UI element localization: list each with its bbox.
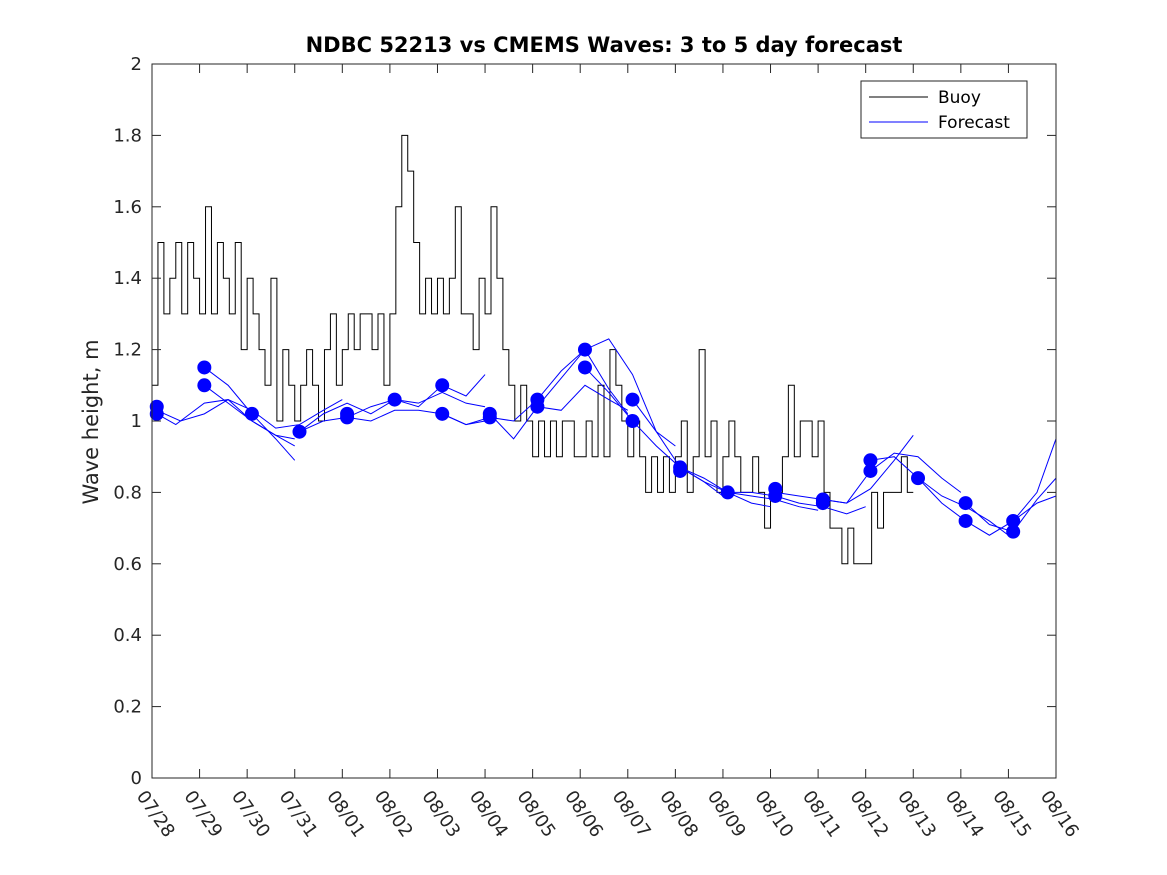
buoy-series (152, 134, 914, 565)
forecast-point (625, 392, 640, 407)
forecast-series (679, 466, 819, 511)
x-tick-label: 08/01 (322, 787, 369, 842)
x-tick-label: 08/12 (846, 787, 893, 842)
y-tick-label: 1 (131, 411, 142, 432)
forecast-point (958, 496, 973, 511)
forecast-point (911, 471, 926, 486)
x-tick-label: 08/16 (1036, 787, 1083, 842)
forecast-point (815, 496, 830, 511)
forecast-point (149, 406, 164, 421)
forecast-series (442, 348, 629, 426)
forecast-point (435, 406, 450, 421)
y-tick-label: 0.2 (113, 697, 142, 718)
x-tick-label: 08/05 (513, 787, 560, 842)
forecast-series (584, 367, 724, 497)
x-tick-label: 08/06 (560, 787, 607, 842)
forecast-point (577, 360, 592, 375)
x-tick-label: 08/15 (988, 787, 1035, 842)
forecast-series (489, 384, 629, 440)
forecast-point (958, 513, 973, 528)
y-tick-label: 1.4 (113, 268, 142, 289)
forecast-series (632, 399, 771, 508)
forecast-point (244, 406, 259, 421)
forecast-point (292, 424, 307, 439)
x-tick-label: 08/08 (655, 787, 702, 842)
forecast-point (673, 463, 688, 478)
forecast-point (577, 342, 592, 357)
x-tick-label: 07/30 (227, 787, 274, 842)
x-tick-label: 08/13 (893, 787, 940, 842)
x-tick-label: 08/11 (798, 787, 845, 842)
x-tick-label: 07/28 (132, 787, 179, 842)
y-tick-label: 1.8 (113, 125, 142, 146)
y-tick-label: 1.6 (113, 197, 142, 218)
forecast-series (870, 456, 1009, 536)
y-tick-label: 0.8 (113, 482, 142, 503)
y-tick-label: 0.4 (113, 625, 142, 646)
forecast-point (768, 488, 783, 503)
y-tick-label: 2 (131, 54, 142, 75)
forecast-point (197, 360, 212, 375)
forecast-series (822, 452, 962, 504)
forecast-point (435, 378, 450, 393)
forecast-point (482, 410, 497, 425)
y-axis-label: Wave height, m (79, 339, 103, 504)
forecast-point (720, 485, 735, 500)
legend-box (860, 80, 1028, 139)
x-tick-label: 08/03 (417, 787, 464, 842)
forecast-series (775, 434, 914, 504)
forecast-point (1006, 524, 1021, 539)
x-tick-label: 08/09 (703, 787, 750, 842)
forecast-point (197, 378, 212, 393)
forecast-point (625, 414, 640, 428)
forecast-series (346, 374, 486, 418)
x-tick-label: 08/14 (941, 787, 988, 842)
forecast-series (204, 384, 295, 447)
chart-title: NDBC 52213 vs CMEMS Waves: 3 to 5 day fo… (306, 33, 903, 57)
x-tick-label: 08/04 (465, 787, 512, 842)
forecast-point (863, 463, 878, 478)
legend-forecast-label: Forecast (938, 113, 1010, 133)
forecast-point (530, 399, 545, 414)
forecast-series (917, 438, 1057, 536)
legend-buoy-label: Buoy (938, 88, 981, 108)
x-tick-label: 08/02 (370, 787, 417, 842)
x-tick-label: 07/29 (179, 787, 226, 842)
y-tick-label: 0.6 (113, 554, 142, 575)
x-tick-label: 08/07 (608, 787, 655, 842)
forecast-series (727, 491, 866, 515)
x-tick-label: 07/31 (275, 787, 322, 842)
y-tick-label: 1.2 (113, 340, 142, 361)
legend: Buoy Forecast (860, 80, 1028, 139)
x-tick-label: 08/10 (750, 787, 797, 842)
forecast-point (340, 410, 355, 425)
forecast-series (1012, 495, 1057, 522)
forecast-point (387, 392, 402, 407)
y-tick-label: 0 (131, 768, 142, 789)
